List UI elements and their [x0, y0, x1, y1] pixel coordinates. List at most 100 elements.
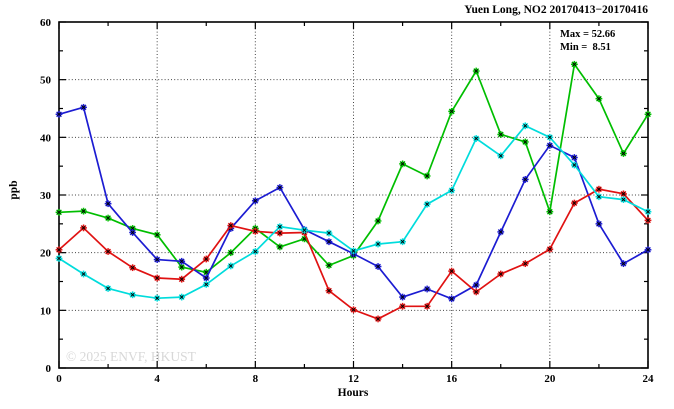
marker-core — [547, 143, 552, 148]
x-axis-label: Hours — [338, 387, 369, 399]
marker-core — [106, 201, 111, 206]
data-marker-cyan — [80, 270, 87, 278]
marker-core — [327, 239, 331, 244]
marker-core — [253, 198, 258, 203]
marker-core — [474, 136, 479, 141]
data-marker-cyan — [276, 223, 284, 231]
data-marker-blue — [202, 274, 210, 282]
marker-core — [57, 256, 61, 261]
marker-core — [277, 224, 282, 229]
marker-core — [400, 295, 405, 299]
data-marker-red — [472, 288, 480, 296]
marker-core — [572, 155, 577, 160]
marker-core — [302, 236, 307, 241]
data-marker-blue — [80, 103, 87, 111]
data-marker-cyan — [325, 229, 333, 237]
data-marker-cyan — [129, 291, 137, 299]
marker-core — [572, 62, 577, 67]
marker-core — [523, 140, 528, 144]
x-tick-label: 8 — [253, 373, 259, 385]
data-marker-green — [104, 214, 112, 222]
marker-core — [547, 247, 552, 252]
data-marker-cyan — [55, 255, 63, 262]
marker-core — [204, 270, 209, 275]
marker-core — [646, 218, 650, 223]
plot-area: 0 10 20 30 40 50 60 0 4 8 12 16 20 24 — [40, 17, 654, 385]
x-tick-label: 12 — [348, 373, 360, 385]
marker-core — [179, 295, 184, 299]
marker-core — [204, 257, 209, 261]
marker-core — [498, 272, 503, 276]
y-tick-label: 50 — [40, 75, 52, 87]
data-marker-blue — [399, 293, 406, 301]
data-marker-red — [374, 315, 382, 323]
marker-core — [449, 269, 454, 274]
data-marker-green — [55, 208, 63, 216]
marker-core — [376, 317, 380, 321]
marker-core — [596, 194, 601, 199]
marker-core — [204, 276, 209, 280]
marker-core — [57, 210, 61, 215]
data-marker-blue — [546, 142, 554, 149]
data-marker-cyan — [497, 152, 505, 160]
marker-core — [155, 296, 160, 301]
data-marker-green — [227, 249, 235, 257]
marker-core — [351, 249, 356, 253]
data-marker-cyan — [448, 186, 456, 194]
data-marker-green — [546, 208, 554, 216]
data-marker-cyan — [350, 247, 357, 255]
marker-core — [376, 242, 380, 246]
data-marker-green — [620, 150, 627, 157]
data-marker-red — [276, 229, 284, 237]
data-marker-red — [546, 245, 554, 253]
data-marker-red — [251, 227, 259, 235]
data-marker-cyan — [644, 208, 652, 216]
marker-core — [498, 132, 503, 137]
data-marker-red — [595, 185, 603, 193]
data-marker-green — [399, 160, 406, 168]
data-marker-blue — [251, 197, 259, 205]
data-marker-blue — [423, 285, 431, 293]
y-tick-label: 0 — [46, 363, 52, 375]
marker-core — [179, 259, 184, 264]
data-marker-cyan — [423, 200, 431, 208]
data-marker-green — [80, 207, 87, 215]
marker-core — [400, 161, 405, 166]
marker-core — [130, 230, 135, 235]
marker-core — [646, 209, 650, 214]
marker-core — [327, 231, 331, 235]
data-marker-red — [644, 216, 652, 224]
marker-core — [327, 288, 331, 293]
marker-core — [81, 105, 86, 110]
data-marker-green — [374, 217, 382, 225]
marker-core — [277, 185, 282, 190]
marker-core — [621, 151, 626, 156]
data-marker-blue — [570, 154, 578, 161]
marker-core — [155, 257, 160, 262]
marker-core — [228, 264, 233, 268]
data-marker-cyan — [227, 262, 235, 270]
marker-core — [179, 277, 184, 282]
marker-core — [572, 201, 577, 205]
data-marker-green — [570, 60, 578, 68]
data-marker-green — [595, 95, 603, 103]
marker-core — [376, 219, 380, 223]
data-marker-cyan — [178, 293, 186, 301]
marker-core — [228, 223, 233, 228]
data-marker-green — [178, 263, 186, 271]
data-marker-blue — [620, 260, 627, 268]
data-marker-red — [153, 274, 161, 282]
series-line-green — [58, 62, 649, 274]
data-marker-red — [325, 287, 333, 295]
marker-core — [621, 197, 626, 202]
data-marker-blue — [129, 229, 137, 236]
data-marker-green — [423, 172, 431, 180]
y-tick-label: 40 — [40, 132, 52, 144]
marker-core — [277, 244, 282, 249]
marker-core — [425, 174, 430, 178]
data-marker-cyan — [251, 248, 259, 255]
marker-core — [81, 272, 86, 276]
marker-core — [130, 292, 135, 297]
